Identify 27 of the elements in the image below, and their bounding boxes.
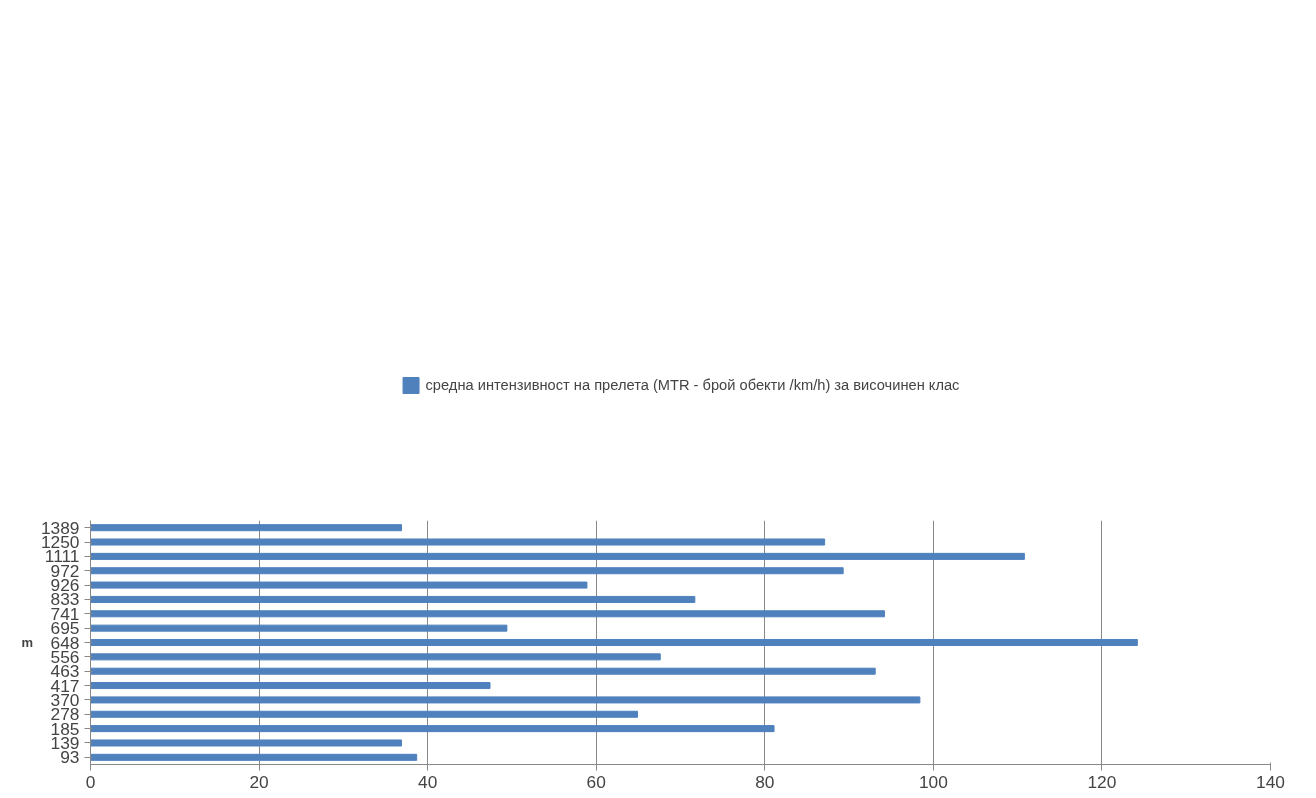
x-tick-label: 100 — [918, 771, 948, 792]
bar — [90, 624, 508, 632]
bar — [90, 753, 418, 761]
bar — [90, 682, 491, 690]
bar — [90, 567, 844, 575]
x-tick-label: 80 — [755, 771, 775, 792]
bar — [90, 595, 696, 603]
x-tick-label: 40 — [418, 771, 438, 792]
x-tick-label: 20 — [249, 771, 269, 792]
bar — [90, 538, 826, 546]
bar — [90, 524, 403, 532]
bar — [90, 552, 1025, 560]
x-tick-label: 140 — [1256, 771, 1285, 792]
bar — [90, 710, 639, 718]
bar — [90, 696, 921, 704]
bar — [90, 725, 775, 733]
x-tick-label: 120 — [1087, 771, 1117, 792]
bar — [90, 739, 403, 747]
x-tick-label: 60 — [586, 771, 606, 792]
legend-label: средна интензивност на прелета (MTR - брой обекти /km/h) за височинен клас — [425, 377, 960, 393]
bar — [90, 610, 885, 618]
bar — [90, 581, 588, 589]
y-axis-title: m — [21, 635, 33, 650]
x-tick-label: 0 — [85, 771, 96, 792]
bar — [90, 638, 1138, 647]
bar — [90, 667, 876, 675]
bar — [90, 653, 661, 661]
